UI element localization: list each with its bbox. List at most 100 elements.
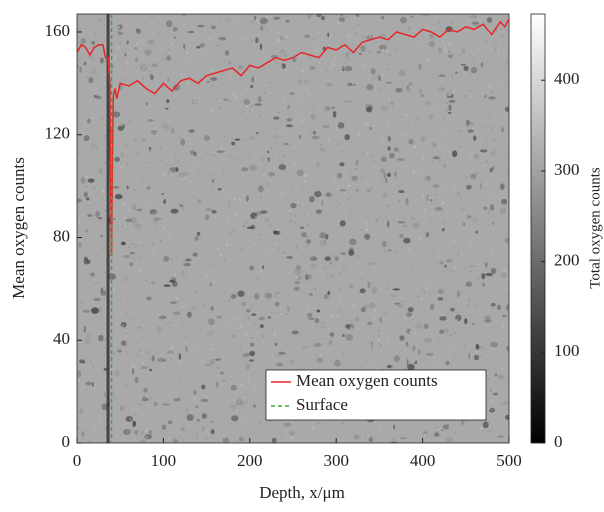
texture-grain <box>482 261 485 264</box>
texture-grain <box>504 279 507 282</box>
texture-grain <box>476 191 479 194</box>
texture-spot <box>242 224 246 228</box>
texture-grain <box>267 44 270 47</box>
texture-grain <box>377 222 380 225</box>
texture-spot <box>497 374 504 380</box>
colorbar-tick-label: 400 <box>554 69 580 88</box>
texture-spot <box>497 304 501 310</box>
texture-grain <box>141 75 144 78</box>
texture-grain <box>150 397 153 400</box>
texture-spot <box>295 244 299 249</box>
texture-spot <box>204 363 212 366</box>
texture-grain <box>315 62 318 65</box>
texture-spot <box>100 57 104 64</box>
texture-spot <box>439 329 445 335</box>
texture-grain <box>186 357 189 360</box>
texture-grain <box>256 331 259 334</box>
texture-grain <box>491 250 494 253</box>
texture-grain <box>193 396 196 399</box>
texture-grain <box>501 86 504 89</box>
texture-grain <box>111 394 114 397</box>
texture-spot <box>409 139 414 145</box>
texture-spot <box>449 89 453 93</box>
texture-grain <box>278 153 281 156</box>
texture-spot <box>422 431 428 435</box>
texture-spot <box>468 352 471 360</box>
texture-grain <box>84 190 87 193</box>
texture-spot <box>77 427 80 431</box>
texture-spot <box>101 116 105 121</box>
texture-grain <box>194 375 197 378</box>
texture-grain <box>235 329 238 332</box>
texture-grain <box>301 70 304 73</box>
texture-spot <box>254 293 260 300</box>
texture-grain <box>235 349 238 352</box>
texture-spot <box>264 217 271 222</box>
texture-spot <box>448 99 456 104</box>
texture-grain <box>356 255 359 258</box>
texture-grain <box>112 414 115 417</box>
texture-spot <box>242 100 247 103</box>
texture-grain <box>187 412 190 415</box>
texture-grain <box>321 86 324 89</box>
texture-grain <box>309 57 312 60</box>
texture-grain <box>459 53 462 56</box>
texture-spot <box>117 349 123 353</box>
texture-grain <box>204 50 207 53</box>
texture-spot <box>291 330 299 335</box>
texture-grain <box>412 120 415 123</box>
texture-grain <box>277 290 280 293</box>
texture-grain <box>508 255 509 258</box>
texture-grain <box>285 104 288 107</box>
texture-spot <box>119 405 125 412</box>
texture-grain <box>127 387 130 390</box>
texture-grain <box>259 270 262 273</box>
texture-grain <box>139 84 142 87</box>
texture-grain <box>104 427 107 430</box>
texture-grain <box>118 41 121 44</box>
texture-grain <box>132 243 135 246</box>
texture-spot <box>397 220 406 224</box>
texture-grain <box>404 194 407 197</box>
texture-grain <box>306 191 309 194</box>
texture-spot <box>316 14 322 18</box>
texture-grain <box>451 328 454 331</box>
texture-spot <box>392 288 401 291</box>
texture-spot <box>416 295 421 298</box>
texture-grain <box>226 423 229 426</box>
texture-spot <box>426 194 429 202</box>
texture-spot <box>490 267 497 274</box>
texture-spot <box>91 55 96 62</box>
texture-grain <box>338 288 341 291</box>
texture-grain <box>269 140 272 143</box>
texture-grain <box>281 191 284 194</box>
texture-grain <box>278 94 281 97</box>
texture-grain <box>136 70 139 73</box>
texture-spot <box>315 209 322 214</box>
texture-spot <box>467 129 474 133</box>
texture-grain <box>159 240 162 243</box>
texture-grain <box>136 354 139 357</box>
texture-grain <box>204 437 207 440</box>
texture-grain <box>192 237 195 240</box>
texture-grain <box>138 269 141 272</box>
texture-grain <box>77 211 80 214</box>
texture-grain <box>319 181 322 184</box>
texture-grain <box>405 134 408 137</box>
texture-grain <box>101 431 104 434</box>
texture-grain <box>291 436 294 439</box>
texture-grain <box>294 214 297 217</box>
texture-grain <box>378 170 381 173</box>
texture-grain <box>472 98 475 101</box>
texture-grain <box>359 441 362 443</box>
texture-grain <box>366 261 369 264</box>
texture-grain <box>216 318 219 321</box>
texture-grain <box>341 354 344 357</box>
texture-grain <box>182 438 185 441</box>
texture-spot <box>171 280 178 287</box>
texture-spot <box>246 226 254 230</box>
texture-grain <box>205 100 208 103</box>
texture-spot <box>163 16 167 19</box>
texture-spot <box>306 239 311 244</box>
texture-spot <box>484 94 487 98</box>
